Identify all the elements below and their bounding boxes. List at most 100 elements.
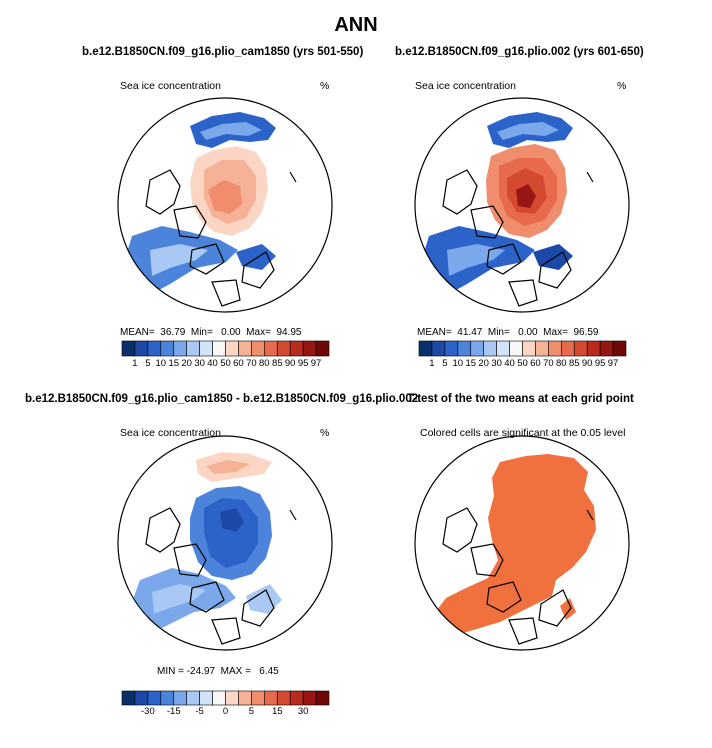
- panel2-ice-field: [421, 112, 573, 296]
- panel3-title: b.e12.B1850CN.f09_g16.plio_cam1850 - b.e…: [25, 393, 419, 405]
- colorbar-tick-label: 15: [465, 358, 477, 369]
- colorbar-tick-label: 5: [442, 358, 448, 369]
- colorbar-tick-label: -15: [166, 706, 181, 717]
- colorbar-box: [457, 340, 472, 357]
- colorbar-tick-label: 1: [429, 358, 435, 369]
- colorbar-box: [121, 340, 136, 357]
- panel1-ice-arctic: [190, 146, 268, 236]
- colorbar-box: [251, 340, 265, 357]
- colorbar-tick-label: 95: [594, 358, 606, 369]
- panel3-diff-field: [132, 452, 282, 634]
- panel1-units: %: [320, 80, 330, 92]
- colorbar-tick-label: 40: [207, 358, 218, 369]
- colorbar-tick-label: 30: [297, 706, 309, 717]
- colorbar-box: [548, 340, 562, 357]
- colorbar-tick-label: 70: [543, 358, 554, 369]
- colorbar-tick-label: 90: [581, 358, 593, 369]
- panel3-units: %: [320, 427, 330, 439]
- colorbar-box: [134, 690, 149, 706]
- colorbar-tick-label: 97: [310, 358, 322, 369]
- colorbar-box: [496, 340, 510, 357]
- panel1-stats: MEAN= 36.79 Min= 0.00 Max= 94.95: [120, 327, 302, 338]
- panel3-coastlines: [145, 507, 297, 645]
- panel2-stats: MEAN= 41.47 Min= 0.00 Max= 96.59: [417, 327, 599, 338]
- panel2-colorbar-ticks: 1 5 10 15 20 30 40 50 60 70 80 85 90 95 97: [419, 358, 626, 372]
- colorbar-box: [586, 340, 601, 357]
- panel2-colorbar: [418, 340, 627, 357]
- colorbar-tick-label: 5: [145, 358, 151, 369]
- panel1-ice-pacific: [190, 112, 276, 148]
- colorbar-box: [276, 690, 291, 706]
- colorbar-tick-label: 10: [155, 358, 167, 369]
- colorbar-box: [444, 340, 459, 357]
- panel4-title: T-test of the two means at each grid poi…: [407, 393, 634, 405]
- panel1-coastlines: [145, 169, 297, 307]
- colorbar-box: [431, 340, 446, 357]
- colorbar-box: [315, 690, 330, 706]
- panel4-significance-field: [434, 454, 596, 634]
- panel3-stats: MIN = -24.97 MAX = 6.45: [157, 666, 279, 677]
- colorbar-box: [225, 690, 239, 706]
- panel2-ice-pacific: [487, 112, 573, 148]
- colorbar-tick-label: 95: [297, 358, 309, 369]
- colorbar-tick-label: 15: [271, 706, 283, 717]
- panel3-colorbar: [121, 690, 330, 706]
- colorbar-tick-label: 15: [168, 358, 180, 369]
- colorbar-box: [483, 340, 497, 357]
- colorbar-box: [173, 340, 187, 357]
- panel4-coastlines: [442, 507, 594, 645]
- colorbar-box: [199, 690, 213, 706]
- colorbar-tick-label: 1: [132, 358, 138, 369]
- colorbar-box: [212, 340, 226, 357]
- panel2-coastlines: [442, 169, 594, 307]
- colorbar-box: [134, 340, 149, 357]
- colorbar-tick-label: 40: [504, 358, 515, 369]
- colorbar-box: [212, 690, 226, 706]
- colorbar-box: [535, 340, 549, 357]
- panel1-colorbar-ticks: 1 5 10 15 20 30 40 50 60 70 80 85 90 95 97: [122, 358, 329, 372]
- colorbar-tick-label: -30: [141, 706, 155, 717]
- colorbar-box: [315, 340, 330, 357]
- panel1-ice-atlantic: [124, 226, 238, 296]
- colorbar-box: [238, 340, 252, 357]
- colorbar-tick-label: 50: [220, 358, 231, 369]
- colorbar-box: [147, 340, 162, 357]
- colorbar-tick-label: 70: [246, 358, 257, 369]
- colorbar-tick-label: -5: [195, 706, 204, 717]
- panel4-note: Colored cells are significant at the 0.0…: [420, 427, 626, 439]
- panel1-title: b.e12.B1850CN.f09_g16.plio_cam1850 (yrs …: [82, 46, 364, 58]
- colorbar-tick-label: 20: [478, 358, 489, 369]
- colorbar-box: [289, 690, 304, 706]
- colorbar-tick-label: 0: [222, 706, 229, 717]
- colorbar-tick-label: 20: [181, 358, 192, 369]
- colorbar-box: [302, 340, 317, 357]
- colorbar-tick-label: 85: [568, 358, 580, 369]
- colorbar-tick-label: 97: [607, 358, 619, 369]
- colorbar-tick-label: 5: [248, 706, 255, 717]
- colorbar-box: [238, 690, 252, 706]
- colorbar-box: [199, 340, 213, 357]
- colorbar-tick-label: 85: [271, 358, 283, 369]
- colorbar-tick-label: 90: [284, 358, 296, 369]
- panel2-ice-arctic: [486, 144, 567, 238]
- panel3-variable-label: Sea ice concentration: [120, 427, 221, 439]
- colorbar-tick-label: 80: [259, 358, 270, 369]
- panel2-ice-atlantic: [421, 226, 535, 296]
- figure-title: ANN: [334, 14, 378, 36]
- colorbar-box: [276, 340, 291, 357]
- panel3-colorbar-ticks: -30 -15 -5 0 5 15 30: [122, 706, 329, 720]
- colorbar-tick-label: 10: [452, 358, 464, 369]
- colorbar-box: [147, 690, 162, 706]
- colorbar-box: [522, 340, 536, 357]
- colorbar-tick-label: 30: [194, 358, 205, 369]
- colorbar-tick-label: 60: [530, 358, 541, 369]
- panel3-diff-atlantic: [132, 568, 236, 634]
- colorbar-box: [612, 340, 627, 357]
- colorbar-tick-label: 60: [233, 358, 244, 369]
- colorbar-box: [264, 340, 278, 357]
- colorbar-tick-label: 80: [556, 358, 567, 369]
